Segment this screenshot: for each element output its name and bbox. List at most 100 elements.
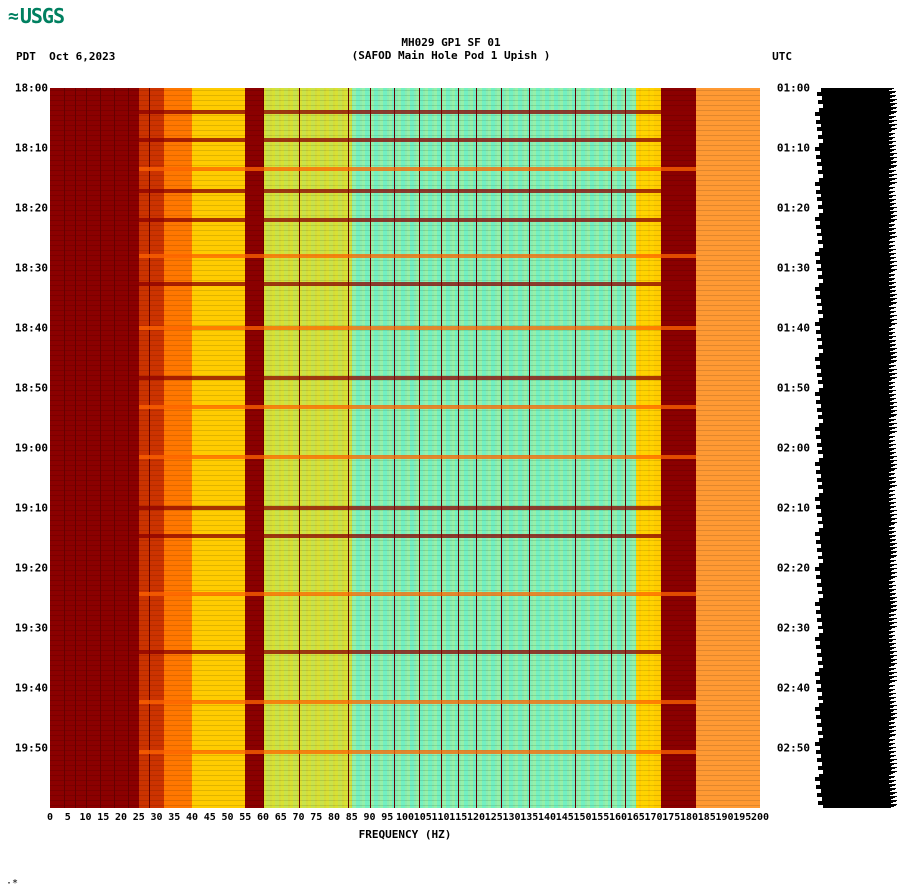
freq-band: [696, 88, 760, 808]
left-time-axis: 18:0018:1018:2018:3018:4018:5019:0019:10…: [0, 88, 48, 808]
right-timezone: UTC: [772, 50, 792, 63]
left-time-tick: 18:40: [0, 322, 48, 335]
time-event-stripe: [139, 750, 696, 754]
freq-tick: 95: [381, 812, 393, 823]
freq-tick: 70: [292, 812, 304, 823]
spectral-line: [75, 88, 76, 808]
right-time-tick: 02:30: [765, 622, 810, 635]
left-time-tick: 18:30: [0, 262, 48, 275]
freq-tick: 190: [715, 812, 733, 823]
time-event-stripe: [139, 138, 696, 142]
freq-tick: 90: [363, 812, 375, 823]
right-time-tick: 02:50: [765, 742, 810, 755]
usgs-logo: ≈USGS: [8, 4, 64, 28]
freq-tick: 185: [698, 812, 716, 823]
freq-tick: 180: [680, 812, 698, 823]
right-time-tick: 01:40: [765, 322, 810, 335]
time-event-stripe: [139, 110, 696, 114]
spectral-line: [114, 88, 115, 808]
freq-tick: 20: [115, 812, 127, 823]
freq-tick: 0: [47, 812, 53, 823]
right-time-tick: 02:40: [765, 682, 810, 695]
frequency-axis-ticks: 0510152025303540455055606570758085909510…: [50, 812, 760, 826]
right-time-tick: 02:00: [765, 442, 810, 455]
right-time-tick: 01:50: [765, 382, 810, 395]
time-event-stripe: [139, 405, 696, 409]
left-timezone-date: PDT Oct 6,2023: [16, 50, 115, 63]
spectral-line: [100, 88, 101, 808]
freq-tick: 45: [204, 812, 216, 823]
freq-tick: 50: [221, 812, 233, 823]
right-time-tick: 02:10: [765, 502, 810, 515]
freq-tick: 195: [733, 812, 751, 823]
time-event-stripe: [139, 506, 696, 510]
freq-tick: 125: [485, 812, 503, 823]
freq-tick: 25: [133, 812, 145, 823]
freq-tick: 105: [414, 812, 432, 823]
spectrogram-plot: [50, 88, 760, 808]
left-time-tick: 19:10: [0, 502, 48, 515]
freq-tick: 75: [310, 812, 322, 823]
freq-tick: 5: [65, 812, 71, 823]
time-event-stripe: [139, 650, 696, 654]
left-time-tick: 18:50: [0, 382, 48, 395]
freq-tick: 160: [609, 812, 627, 823]
freq-tick: 175: [662, 812, 680, 823]
freq-tick: 170: [644, 812, 662, 823]
freq-tick: 100: [396, 812, 414, 823]
freq-tick: 15: [97, 812, 109, 823]
time-event-stripe: [139, 189, 696, 193]
left-time-tick: 18:10: [0, 142, 48, 155]
waveform-panel: [815, 88, 897, 808]
time-event-stripe: [139, 282, 696, 286]
freq-tick: 35: [168, 812, 180, 823]
chart-title: MH029 GP1 SF 01 (SAFOD Main Hole Pod 1 U…: [0, 36, 902, 62]
freq-tick: 165: [627, 812, 645, 823]
right-time-tick: 02:20: [765, 562, 810, 575]
freq-tick: 200: [751, 812, 769, 823]
freq-tick: 130: [502, 812, 520, 823]
time-event-stripe: [139, 592, 696, 596]
left-time-tick: 19:50: [0, 742, 48, 755]
frequency-axis-title: FREQUENCY (HZ): [50, 828, 760, 841]
freq-tick: 115: [449, 812, 467, 823]
freq-tick: 120: [467, 812, 485, 823]
right-time-tick: 01:20: [765, 202, 810, 215]
left-time-tick: 19:20: [0, 562, 48, 575]
freq-tick: 30: [150, 812, 162, 823]
right-time-axis: 01:0001:1001:2001:3001:4001:5002:0002:10…: [765, 88, 810, 808]
freq-tick: 110: [431, 812, 449, 823]
freq-tick: 60: [257, 812, 269, 823]
freq-tick: 10: [79, 812, 91, 823]
freq-tick: 155: [591, 812, 609, 823]
footer-mark: ·*: [6, 878, 18, 889]
time-event-stripe: [139, 326, 696, 330]
spectral-line: [86, 88, 87, 808]
right-time-tick: 01:00: [765, 82, 810, 95]
time-event-stripe: [139, 376, 696, 380]
freq-tick: 65: [275, 812, 287, 823]
spectral-line: [64, 88, 65, 808]
time-event-stripe: [139, 218, 696, 222]
freq-tick: 145: [556, 812, 574, 823]
spectrogram-canvas: [50, 88, 760, 808]
time-event-stripe: [139, 254, 696, 258]
spectral-line: [128, 88, 129, 808]
freq-tick: 55: [239, 812, 251, 823]
time-event-stripe: [139, 534, 696, 538]
time-event-stripe: [139, 700, 696, 704]
left-time-tick: 19:40: [0, 682, 48, 695]
time-event-stripe: [139, 455, 696, 459]
left-time-tick: 19:00: [0, 442, 48, 455]
time-event-stripe: [139, 167, 696, 171]
left-time-tick: 18:20: [0, 202, 48, 215]
left-time-tick: 18:00: [0, 82, 48, 95]
left-time-tick: 19:30: [0, 622, 48, 635]
right-time-tick: 01:10: [765, 142, 810, 155]
freq-tick: 135: [520, 812, 538, 823]
freq-tick: 150: [573, 812, 591, 823]
freq-tick: 40: [186, 812, 198, 823]
freq-tick: 85: [346, 812, 358, 823]
freq-tick: 80: [328, 812, 340, 823]
right-time-tick: 01:30: [765, 262, 810, 275]
